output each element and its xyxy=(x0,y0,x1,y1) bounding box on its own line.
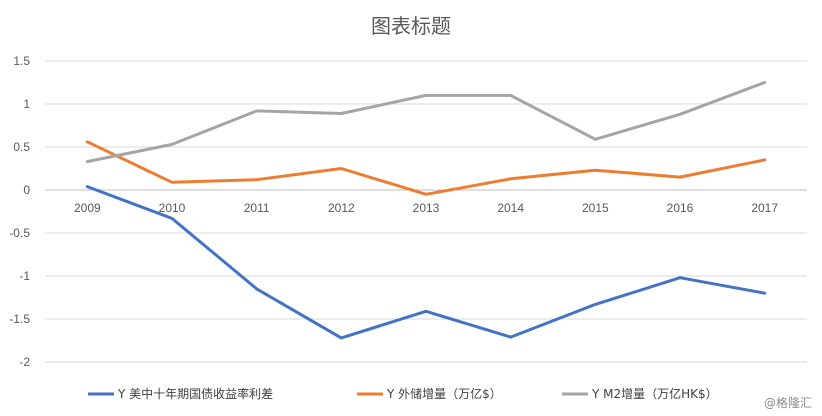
legend-label: Y M2增量（万亿HK$） xyxy=(591,386,718,401)
legend: Y 美中十年期国债收益率利差 Y 外储增量（万亿$） Y M2增量（万亿HK$） xyxy=(88,386,718,401)
x-tick-label: 2012 xyxy=(328,201,355,215)
x-tick-label: 2016 xyxy=(667,201,694,215)
y-tick-label: 0 xyxy=(23,183,30,197)
y-tick-label: -0.5 xyxy=(9,226,30,240)
y-tick-label: -1.5 xyxy=(9,312,30,326)
legend-label: Y 美中十年期国债收益率利差 xyxy=(117,386,273,401)
chart-title: 图表标题 xyxy=(371,14,451,38)
series-line-2 xyxy=(85,140,767,196)
gridlines xyxy=(45,60,807,363)
y-tick-label: -1 xyxy=(19,269,30,283)
y-tick-label: 0.5 xyxy=(13,140,30,154)
x-tick-label: 2010 xyxy=(159,201,186,215)
x-tick-label: 2017 xyxy=(751,201,778,215)
x-tick-label: 2014 xyxy=(497,201,524,215)
y-tick-label: 1 xyxy=(23,97,30,111)
series-lines xyxy=(85,81,767,340)
x-tick-label: 2015 xyxy=(582,201,609,215)
x-axis-ticks: 2009 2010 2011 2012 2013 2014 2015 2016 2017 xyxy=(74,201,778,215)
watermark-label: @格隆汇 xyxy=(764,395,812,410)
series-line-3 xyxy=(85,81,767,164)
x-tick-label: 2013 xyxy=(413,201,440,215)
x-tick-label: 2011 xyxy=(244,201,270,215)
y-tick-label: 1.5 xyxy=(13,54,30,68)
legend-label: Y 外储增量（万亿$） xyxy=(386,386,502,401)
y-tick-label: -2 xyxy=(19,355,30,369)
series-line-1 xyxy=(85,185,767,340)
x-tick-label: 2009 xyxy=(74,201,101,215)
y-axis-ticks: 1.5 1 0.5 0 -0.5 -1 -1.5 -2 xyxy=(9,54,30,369)
